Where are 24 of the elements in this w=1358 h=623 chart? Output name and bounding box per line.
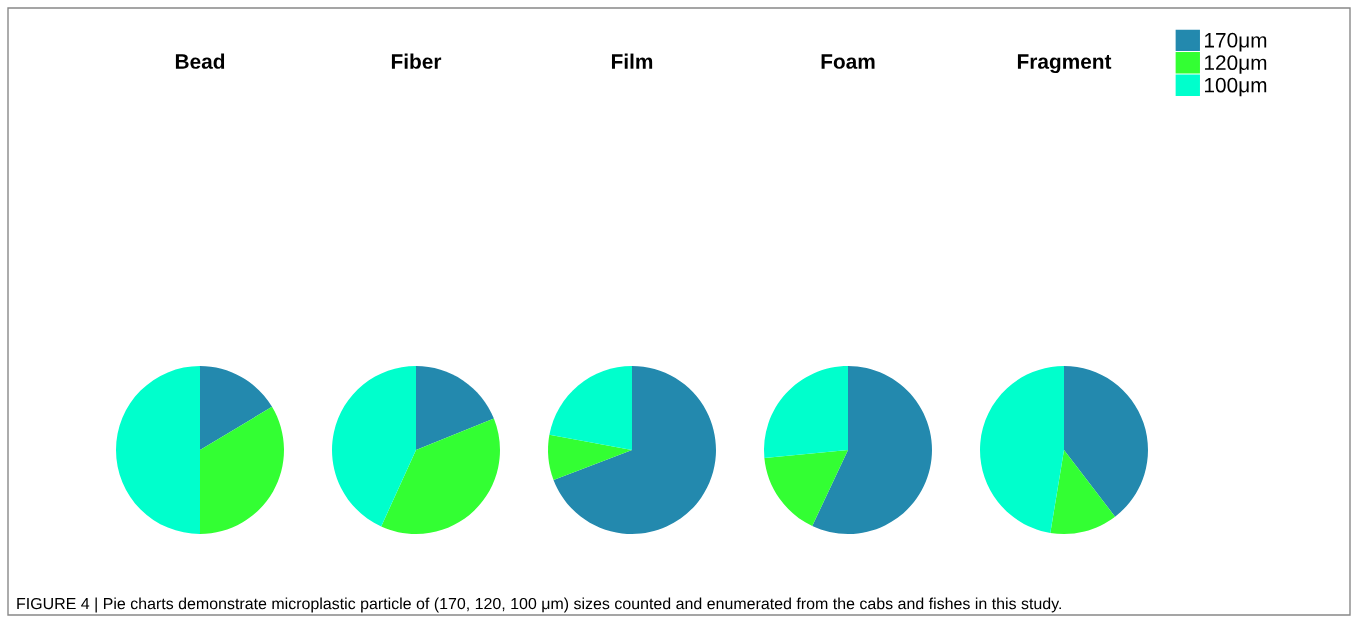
pie-slice: [980, 366, 1064, 533]
pie-slice: [200, 406, 284, 534]
legend-label: 100μm: [1205, 77, 1267, 97]
pie-slice: [1050, 450, 1116, 534]
legend-label: 120μm: [1205, 55, 1267, 74]
chart-title: Foam: [821, 54, 875, 69]
pie-slice: [553, 366, 716, 534]
pie-slice: [200, 366, 273, 450]
pie-slice: [416, 366, 494, 450]
pie-slice: [549, 366, 632, 450]
pie-slice: [764, 450, 848, 527]
chart-title: Fiber: [391, 53, 442, 69]
pie-slice: [1064, 366, 1148, 517]
pie-slice: [116, 366, 200, 534]
pie-slice: [548, 434, 632, 480]
text: Bead: [175, 53, 225, 69]
chart-title: Fragment: [1017, 54, 1112, 74]
caption: FIGURE 4 | Pie charts demonstrate microplastic particle of (170, 120, 100 μm) sizes counted and enumerated from the cabs and fishes in this study.: [17, 597, 1061, 613]
chart-title: Film: [611, 53, 653, 69]
pie-slice: [381, 418, 500, 534]
legend-label: 170μm: [1205, 32, 1267, 52]
pie-slice: [764, 366, 848, 458]
pie-slice: [332, 366, 416, 527]
pie-slice: [812, 366, 932, 534]
